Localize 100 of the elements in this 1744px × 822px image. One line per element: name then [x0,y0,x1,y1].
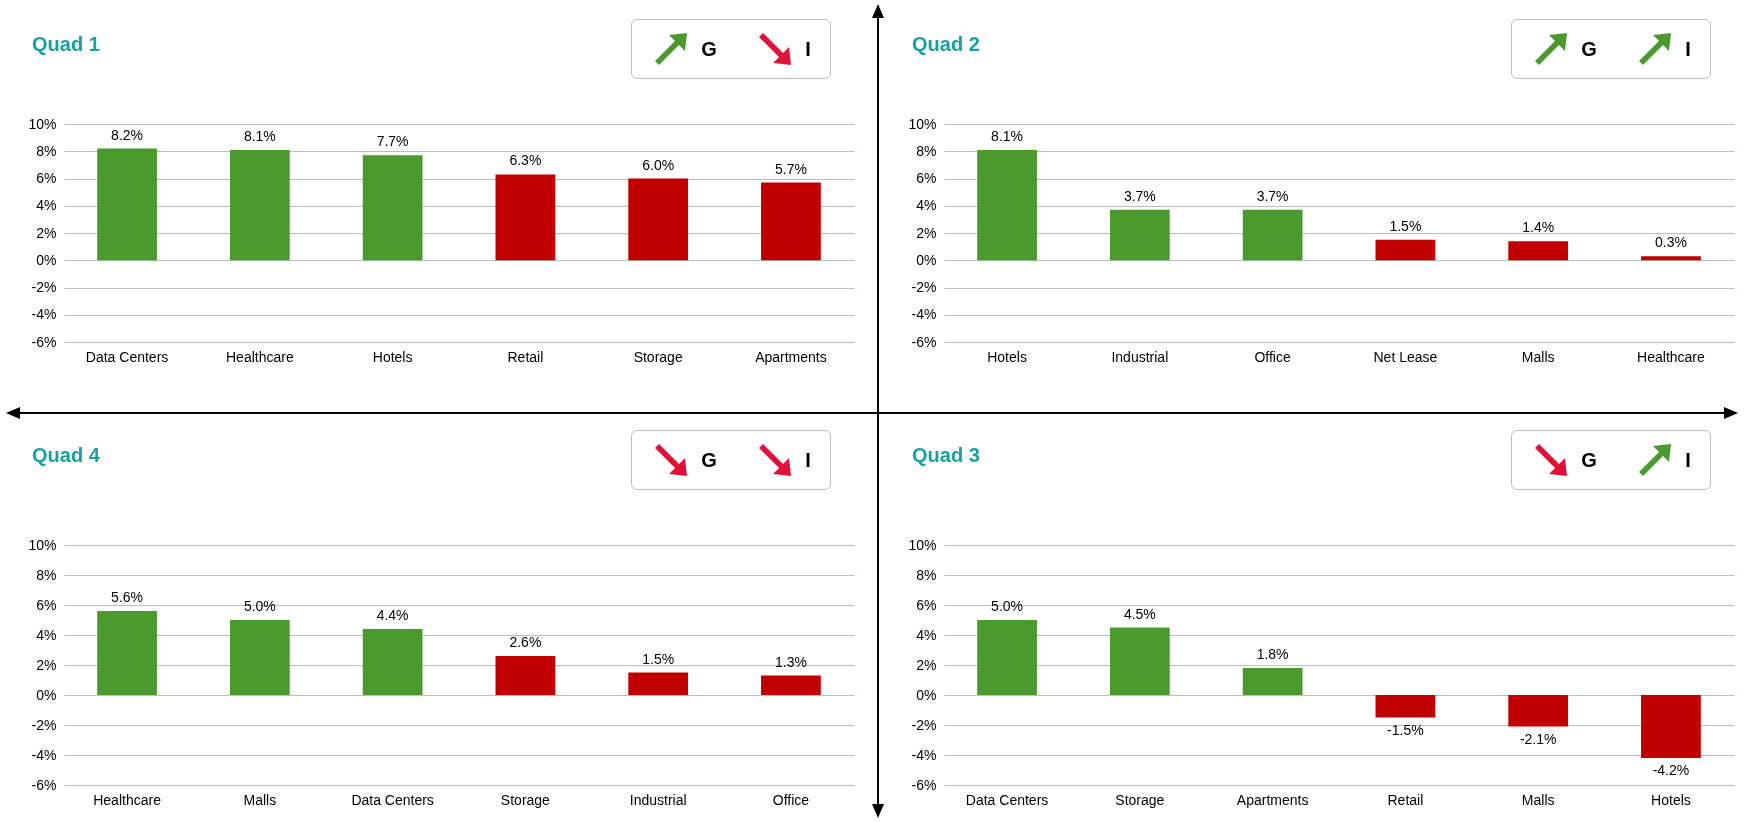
data-label: 5.0% [243,598,276,614]
bar [1508,695,1569,727]
x-tick-label: Office [772,791,810,808]
y-tick-label: -2% [911,716,937,733]
y-tick-label: 8% [916,566,937,583]
bar [1109,209,1170,261]
data-label: 5.0% [991,598,1024,614]
text: G [701,448,717,472]
x-tick-label: Malls [1521,791,1555,808]
bar [628,672,689,695]
y-tick-label: -4% [31,746,57,763]
y-tick-label: 8% [916,142,937,159]
data-label: -4.2% [1652,762,1690,778]
y-tick-label: 4% [916,197,937,214]
x-tick-label: Industrial [629,791,687,808]
y-tick-label: 4% [36,197,57,214]
y-tick-label: 2% [916,224,937,241]
x-tick-label: Malls [1521,348,1555,365]
x-tick-label: Office [1254,348,1291,365]
data-label: 4.4% [376,607,409,623]
y-tick-label: 6% [36,596,57,613]
bar [1375,695,1436,718]
chart-title: Quad 2 [911,33,980,55]
x-tick-label: Hotels [987,348,1027,365]
data-label: 3.7% [1256,187,1289,204]
y-tick-label: -4% [31,306,57,323]
text: I [1685,37,1691,61]
x-tick-label: Data Centers [85,348,169,365]
text: G [1581,37,1597,61]
data-label: 1.8% [1256,646,1289,662]
y-tick-label: 2% [36,656,57,673]
y-tick-label: 10% [28,115,57,132]
bar [495,174,556,261]
data-label: 3.7% [1123,187,1156,204]
bar [977,620,1037,695]
y-tick-label: -4% [911,746,937,763]
y-tick-label: 6% [916,170,937,186]
x-tick-label: Storage [1115,791,1165,808]
data-label: 6.3% [509,152,542,169]
x-tick-label: Retail [1387,791,1424,808]
y-tick-label: 0% [36,686,57,703]
y-tick-label: -2% [31,716,57,733]
y-tick-label: 4% [36,626,57,643]
y-tick-label: 2% [36,224,57,241]
y-tick-label: 0% [916,686,937,703]
x-tick-label: Hotels [372,348,413,365]
y-tick-label: -2% [31,279,57,295]
bar [362,629,423,695]
chart-title: Quad 4 [31,444,101,466]
data-label: 2.6% [509,634,542,650]
x-tick-label: Data Centers [351,791,434,808]
bar [1641,695,1701,758]
data-label: 1.4% [1522,219,1555,236]
y-tick-label: 4% [916,626,937,643]
y-tick-label: 10% [28,536,57,553]
data-label: -2.1% [1519,730,1557,747]
bar [229,620,290,695]
bar [1242,668,1303,695]
bar [628,178,689,261]
text: G [701,37,717,61]
y-tick-label: 0% [916,251,937,268]
x-tick-label: Healthcare [225,348,294,365]
bar [229,149,290,261]
data-label: 1.5% [642,650,675,667]
chart-title: Quad 3 [911,444,980,466]
bar [1641,256,1701,261]
x-tick-label: Healthcare [93,791,162,808]
x-tick-label: Retail [507,348,544,365]
y-tick-label: 6% [36,170,57,186]
y-tick-label: -6% [911,333,937,350]
data-label: 1.5% [1389,217,1422,234]
x-tick-label: Healthcare [1637,348,1705,365]
text: I [805,448,811,472]
x-tick-label: Net Lease [1373,348,1438,365]
y-tick-label: 10% [908,115,937,132]
y-tick-label: -2% [911,279,937,295]
bar [1242,209,1303,261]
data-label: 8.1% [991,127,1024,144]
bar [977,149,1037,261]
data-label: -1.5% [1387,721,1424,738]
y-tick-label: 8% [36,142,57,159]
bar [495,656,556,695]
bar [362,155,423,261]
text: I [805,37,811,61]
bar [761,675,821,695]
x-tick-label: Storage [633,348,683,365]
data-label: 8.2% [111,126,144,143]
data-label: 1.3% [774,653,807,670]
y-tick-label: 8% [36,566,57,583]
bar [97,148,157,261]
data-label: 5.6% [111,589,144,605]
chart-title: Quad 1 [31,33,100,55]
y-tick-label: -6% [31,333,57,350]
bar [1508,241,1569,261]
x-tick-label: Apartments [1236,791,1309,808]
x-tick-label: Hotels [1651,791,1691,808]
data-label: 5.7% [774,160,807,177]
x-tick-label: Malls [243,791,277,808]
text: G [1581,448,1597,472]
text: I [1685,448,1691,472]
